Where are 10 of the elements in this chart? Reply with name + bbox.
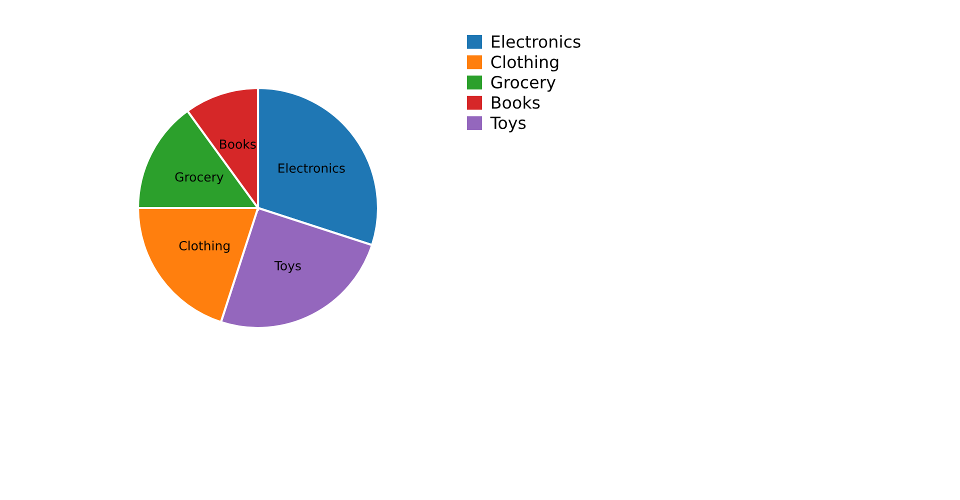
legend-label: Clothing [491,55,558,72]
legend-label: Electronics [492,35,580,48]
slice-label: Books [220,139,256,149]
slice-label: Electronics [278,163,345,173]
slice-label: Toys [274,261,301,273]
slice-label: Clothing [179,240,230,253]
legend-label: Grocery [491,76,556,92]
slice-label: Grocery [175,172,224,184]
legend-label: Toys [490,116,526,132]
legend-label: Books [492,96,540,109]
